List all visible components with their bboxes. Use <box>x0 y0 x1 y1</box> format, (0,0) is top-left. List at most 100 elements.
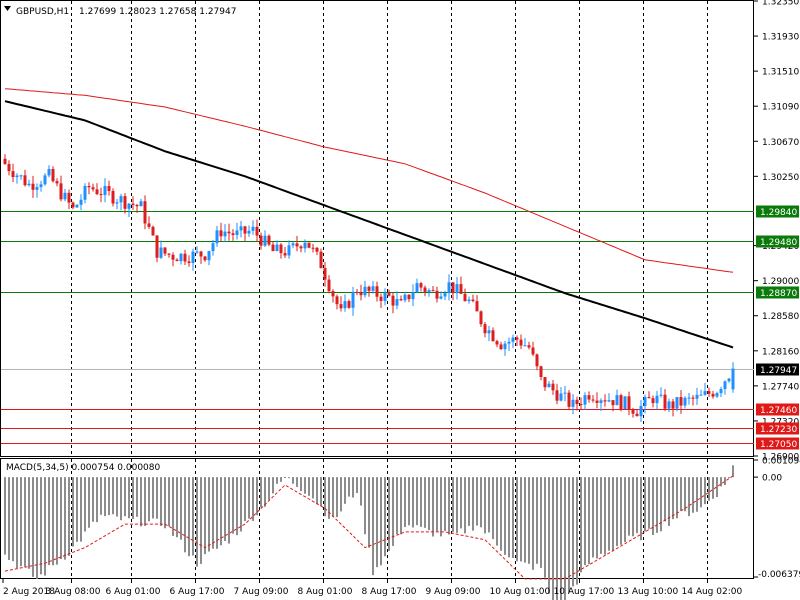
price-tags: 1.29840 1.29480 1.28870 1.27460 1.27230 1.270… <box>756 205 799 450</box>
candle-body <box>283 253 287 256</box>
macd-bar <box>120 477 122 521</box>
macd-bar <box>484 477 486 534</box>
macd-bar <box>468 477 470 526</box>
candle-body <box>191 251 195 264</box>
candle-body <box>475 301 479 312</box>
candle-body <box>331 291 335 297</box>
macd-bar <box>560 477 562 600</box>
symbol-label: GBPUSD,H1 <box>16 7 69 17</box>
candle-body <box>419 283 423 288</box>
candle-body <box>339 304 343 309</box>
candle-body <box>7 163 11 172</box>
candle-body <box>95 189 99 195</box>
candle-body <box>119 196 123 203</box>
candle-body <box>83 185 87 200</box>
candle-body <box>371 286 375 291</box>
candle-body <box>571 399 575 407</box>
level-tag-label: 1.27050 <box>760 440 797 450</box>
macd-bar <box>652 477 654 535</box>
price-tick-label: 1.26900 <box>762 453 799 463</box>
macd-bar <box>204 477 206 555</box>
support-level-tag <box>756 437 799 450</box>
macd-bar <box>336 477 338 518</box>
macd-bar <box>124 477 126 517</box>
candle-body <box>51 169 55 182</box>
candle-body <box>503 343 507 350</box>
ma-fast-line <box>4 100 734 349</box>
support-level-tag <box>756 422 799 435</box>
level-tag-label: 1.27230 <box>760 425 797 435</box>
candle-body <box>31 183 35 190</box>
macd-bar <box>276 477 278 484</box>
candle-body <box>731 368 735 390</box>
macd-bar <box>556 477 558 600</box>
candle-body <box>35 187 39 190</box>
macd-bar <box>504 477 506 555</box>
last-price-tag <box>756 363 799 376</box>
macd-bar <box>84 477 86 532</box>
candle-body <box>671 401 675 409</box>
macd-bar <box>332 477 334 517</box>
macd-bar <box>544 477 546 578</box>
macd-bar <box>440 477 442 537</box>
macd-bar <box>116 477 118 517</box>
candle-body <box>623 396 627 409</box>
candle-body <box>223 231 227 237</box>
candle-body <box>603 400 607 402</box>
candle-body <box>147 223 151 227</box>
candle-body <box>547 383 551 388</box>
candle-body <box>531 347 535 355</box>
candle-body <box>511 337 515 342</box>
macd-bar <box>316 477 318 505</box>
macd-bar <box>300 477 302 492</box>
dropdown-triangle-icon[interactable] <box>4 6 11 11</box>
macd-bar <box>656 477 658 533</box>
candle-body <box>591 399 595 401</box>
macd-bar <box>588 477 590 565</box>
candle-body <box>667 401 671 409</box>
candle-body <box>19 175 23 177</box>
price-tick-label: 1.27740 <box>762 382 799 392</box>
candle-body <box>467 299 471 302</box>
candle-body <box>323 268 327 280</box>
macd-bar <box>584 477 586 566</box>
macd-bar <box>104 477 106 517</box>
candle-body <box>183 253 187 262</box>
macd-tick-label: 0.00 <box>762 474 782 484</box>
candle-body <box>563 392 567 394</box>
macd-bar <box>732 465 734 478</box>
candle-body <box>55 181 59 184</box>
candle-body <box>695 394 699 399</box>
candle-body <box>167 253 171 255</box>
macd-bar <box>284 476 286 478</box>
macd-bar <box>500 477 502 551</box>
macd-bar <box>264 477 266 507</box>
macd-bar <box>128 477 130 519</box>
macd-bar <box>708 477 710 501</box>
macd-bar <box>548 477 550 594</box>
macd-bar <box>340 477 342 512</box>
macd-bar <box>248 477 250 519</box>
candle-body <box>707 391 711 394</box>
candle-body <box>327 279 331 292</box>
candle-body <box>279 244 283 254</box>
macd-bar <box>480 477 482 528</box>
time-tick-label: 9 Aug 09:00 <box>426 587 481 597</box>
candle-body <box>347 301 351 308</box>
candle-body <box>451 282 455 294</box>
macd-bar <box>492 477 494 540</box>
macd-bar <box>488 477 490 533</box>
candle-body <box>687 397 691 399</box>
resistance-level-tag <box>756 205 799 218</box>
macd-bar <box>688 477 690 517</box>
candle-body <box>195 251 199 253</box>
price-tick-label: 1.32350 <box>762 0 799 8</box>
macd-tick-label: -0.006379 <box>758 570 800 580</box>
level-tag-label: 1.29840 <box>760 208 797 218</box>
macd-bar <box>168 477 170 527</box>
macd-bar <box>180 477 182 540</box>
macd-label: MACD(5,34,5) 0.000754 0.000080 <box>6 463 161 473</box>
candle-body <box>207 251 211 261</box>
candle-body <box>471 299 475 302</box>
macd-bar <box>348 477 350 497</box>
